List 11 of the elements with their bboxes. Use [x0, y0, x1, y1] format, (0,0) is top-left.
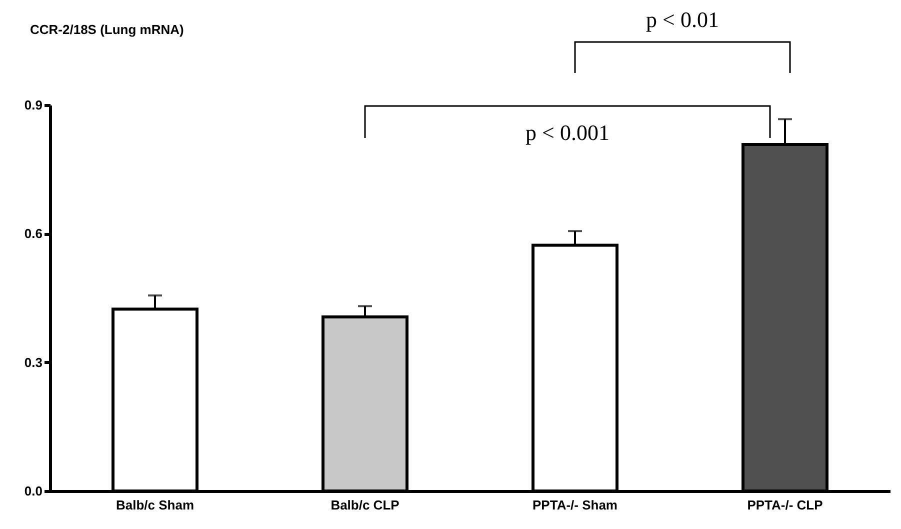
y-tick-label: 0.6	[24, 226, 42, 242]
x-tick-label: Balb/c Sham	[116, 498, 194, 512]
text: p < 0.01	[646, 7, 719, 32]
x-tick-label: Balb/c CLP	[330, 498, 400, 512]
x-tick-label: PPTA-/- CLP	[747, 498, 824, 512]
chart-title: CCR-2/18S (Lung mRNA)	[30, 22, 184, 37]
y-tick-label: 0.9	[24, 98, 42, 112]
annotation: p < 0.001	[526, 120, 610, 145]
y-tick-label: 0.0	[24, 484, 42, 498]
x-tick-label: PPTA-/- Sham	[532, 498, 618, 512]
y-tick-label: 0.3	[24, 354, 42, 370]
